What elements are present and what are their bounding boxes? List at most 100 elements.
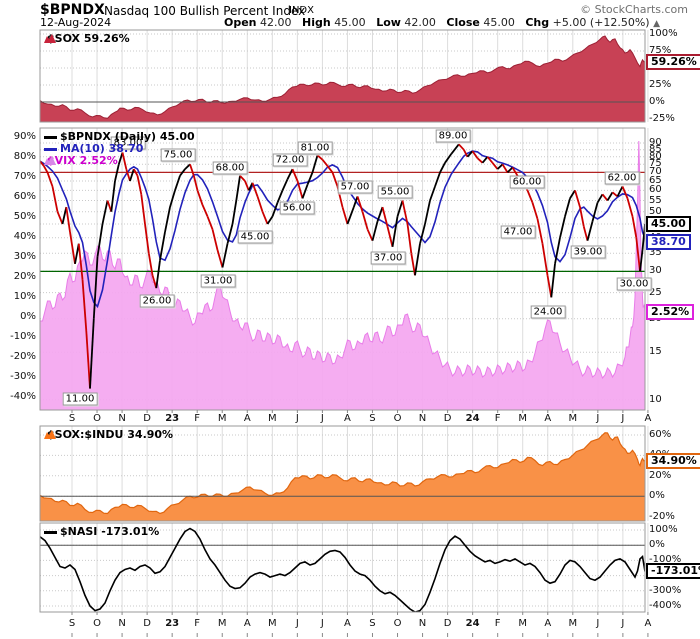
x-axis-month-label: A — [243, 413, 251, 424]
x-axis-month-label: 23 — [165, 618, 180, 629]
y-axis-tick: 40% — [13, 231, 36, 242]
x-axis-month-label: O — [93, 413, 101, 424]
legend-bpndx: $BPNDX (Daily) 45.00 — [44, 131, 195, 143]
x-axis-month-label: N — [118, 413, 126, 424]
x-axis-month-label: J — [621, 413, 625, 424]
y-axis-tick: -20% — [10, 351, 36, 362]
y-axis-tick: 60 — [649, 184, 662, 196]
price-annotation: 89.00 — [435, 129, 471, 143]
y-axis-tick: 0% — [649, 539, 665, 551]
price-annotation: 47.00 — [500, 225, 536, 239]
chg-value: +5.00 (+12.50%) — [552, 16, 650, 29]
x-axis-month-label: O — [393, 413, 402, 424]
x-axis-month-label: M — [217, 618, 227, 629]
y-axis-tick: 60% — [649, 429, 672, 440]
open-label: Open — [223, 16, 257, 29]
open-value: 42.00 — [260, 16, 292, 29]
x-axis-month-label: J — [320, 618, 324, 629]
legend-sox: $SOX 59.26% — [44, 33, 130, 45]
price-annotation: 62.00 — [604, 171, 640, 185]
value-badge: 45.00 — [646, 215, 691, 232]
x-axis-month-label: M — [518, 413, 528, 424]
y-axis-tick: 35 — [649, 247, 662, 259]
x-axis-month-label: F — [194, 618, 201, 629]
y-axis-tick: 15 — [649, 346, 662, 358]
legend-nasi: $NASI -173.01% — [44, 526, 159, 538]
legend-sox-label: $SOX 59.26% — [47, 32, 130, 45]
price-annotation: 83.00 — [110, 136, 146, 150]
legend-soxindu-label: $SOX:$INDU 34.90% — [47, 428, 174, 441]
legend-vix: $VIX 2.52% — [44, 155, 118, 167]
x-axis-month-label: J — [295, 618, 299, 629]
x-axis-month-label: 23 — [165, 413, 180, 424]
y-axis-tick: 10 — [649, 393, 662, 405]
y-axis-tick: -20% — [649, 510, 675, 522]
x-axis-month-label: N — [418, 413, 427, 424]
y-axis-tick: 20% — [649, 469, 672, 481]
symbol-name: Nasdaq 100 Bullish Percent Index — [104, 4, 306, 18]
y-axis-tick: 65 — [649, 175, 662, 187]
up-arrow-icon: ▲ — [653, 19, 660, 29]
y-axis-tick: -25% — [649, 113, 675, 124]
chg-label: Chg — [525, 16, 550, 29]
y-axis-tick: 0% — [20, 311, 36, 322]
y-axis-tick: 80% — [13, 151, 36, 162]
y-axis-tick: 100% — [649, 524, 678, 535]
x-axis-month-label: F — [194, 413, 201, 424]
line-swatch-icon — [44, 135, 57, 139]
x-axis-month-label: A — [644, 618, 652, 629]
x-axis-month-label: S — [68, 413, 76, 424]
x-axis-month-label: F — [494, 618, 501, 629]
x-axis-month-label: D — [143, 413, 151, 424]
y-axis-tick: 25 — [649, 286, 662, 298]
symbol-title: $BPNDX — [40, 2, 105, 18]
y-axis-tick: 0% — [649, 490, 665, 502]
x-axis-month-label: S — [68, 618, 76, 629]
x-axis-month-label: N — [118, 618, 126, 629]
y-axis-tick: -100% — [649, 554, 682, 566]
x-axis-month-label: S — [369, 618, 376, 629]
line-swatch-icon — [44, 147, 57, 151]
y-axis-tick: 90% — [13, 131, 36, 142]
y-axis-tick: -30% — [10, 371, 36, 382]
y-axis-tick: 10% — [13, 291, 36, 302]
y-axis-tick: 85 — [649, 143, 662, 155]
y-axis-tick: 60% — [13, 191, 36, 202]
x-axis-month-label: J — [295, 413, 299, 424]
x-axis-month-label: M — [568, 618, 578, 629]
line-swatch-icon — [44, 530, 57, 534]
price-annotation: 11.00 — [62, 392, 98, 406]
price-annotation: 37.00 — [370, 251, 406, 265]
y-axis-tick: 70 — [649, 166, 662, 178]
x-axis-month-label: S — [369, 413, 376, 424]
legend-bpndx-label: $BPNDX (Daily) 45.00 — [60, 130, 195, 143]
y-axis-tick: 50% — [13, 211, 36, 222]
legend-ma10: MA(10) 38.70 — [44, 143, 143, 155]
y-axis-tick: 50 — [649, 205, 662, 217]
x-axis-month-label: M — [267, 413, 277, 424]
y-axis-tick: 80 — [649, 150, 662, 162]
price-annotation: 26.00 — [139, 294, 175, 308]
price-annotation: 60.00 — [509, 175, 545, 189]
x-axis-month-label: A — [544, 618, 552, 629]
legend-soxindu: $SOX:$INDU 34.90% — [44, 429, 173, 441]
close-value: 45.00 — [483, 16, 515, 29]
y-axis-tick: 75% — [649, 45, 672, 56]
x-axis-month-label: F — [494, 413, 501, 424]
value-badge: -173.01% — [646, 563, 700, 580]
legend-vix-label: $VIX 2.52% — [47, 154, 118, 167]
close-label: Close — [446, 16, 480, 29]
high-value: 45.00 — [334, 16, 366, 29]
price-annotation: 81.00 — [297, 141, 333, 155]
x-axis-month-label: J — [596, 413, 600, 424]
x-axis-month-label: 24 — [465, 618, 480, 629]
x-axis-month-label: A — [644, 413, 652, 424]
low-label: Low — [376, 16, 401, 29]
y-axis-tick: -300% — [649, 584, 682, 596]
x-axis-month-label: M — [267, 618, 277, 629]
y-axis-tick: -40% — [10, 391, 36, 402]
price-annotation: 57.00 — [337, 180, 373, 194]
low-value: 42.00 — [404, 16, 436, 29]
x-axis-month-label: M — [568, 413, 578, 424]
